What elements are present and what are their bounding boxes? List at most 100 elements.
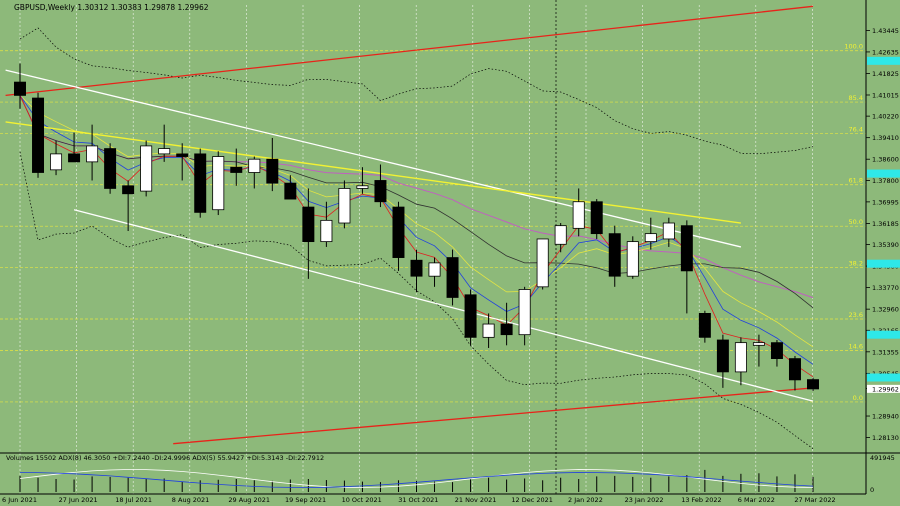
cyan-price-marker: [867, 259, 900, 268]
ma-yellow: [19, 95, 814, 348]
date-label: 29 Aug 2021: [228, 496, 270, 504]
cyan-price-marker: [867, 373, 900, 382]
candle-body: [86, 145, 99, 163]
fib-label: 23.6: [849, 311, 863, 319]
candle-body: [14, 81, 26, 96]
fib-label: 0.0: [853, 394, 863, 402]
candle-body: [482, 323, 495, 338]
fib-label: 76.4: [849, 126, 863, 134]
fib-label: 38.2: [849, 260, 863, 268]
yellow-trendline: [5, 121, 742, 224]
candle-body: [500, 323, 513, 336]
price-axis: 1.43445 1.42635 1.41825 1.41015 1.40220 1.394…: [866, 27, 900, 442]
price-label: 1.41015: [872, 91, 899, 99]
indicator-label: Volumes 15502 ADX(8) 46.3050 +DI:7.2440 …: [6, 454, 324, 462]
price-label: 1.33770: [872, 284, 899, 292]
cyan-price-marker: [867, 330, 900, 339]
candle-body: [68, 153, 81, 163]
candle-body: [770, 342, 783, 360]
candle-body: [356, 185, 369, 189]
candle-body: [284, 182, 297, 200]
date-label: 27 Mar 2022: [794, 496, 835, 504]
candle-body: [212, 156, 225, 211]
date-label: 18 Jul 2021: [115, 496, 152, 504]
price-label: 1.28940: [872, 413, 899, 421]
candle-body: [446, 257, 459, 298]
fib-label: 61.8: [849, 177, 863, 185]
candle-body: [428, 262, 441, 277]
candle-body: [554, 225, 567, 245]
price-label: 1.43445: [872, 27, 899, 35]
date-label: 21 Nov 2021: [455, 496, 497, 504]
price-label: 1.31355: [872, 348, 899, 356]
candle-body: [176, 153, 189, 157]
date-label: 13 Feb 2022: [681, 496, 721, 504]
candle-body: [50, 153, 63, 171]
candle-body: [590, 201, 603, 235]
candle-body: [230, 166, 243, 173]
bollinger-upper: [19, 27, 814, 155]
candle-body: [734, 342, 747, 373]
red-channel-upper: [5, 5, 814, 97]
candle-body: [807, 379, 819, 390]
date-label: 19 Sep 2021: [285, 496, 326, 504]
candle-body: [122, 185, 135, 195]
price-label: 1.42635: [872, 48, 899, 56]
fib-label: 50.0: [849, 218, 863, 226]
bollinger-bands: [19, 27, 814, 449]
current-price-marker: [867, 384, 900, 393]
white-channel-lower: [73, 209, 814, 402]
candle-body: [248, 158, 261, 173]
white-channel-upper: [5, 69, 742, 248]
cyan-price-marker: [867, 169, 900, 178]
date-label: 31 Oct 2021: [398, 496, 438, 504]
trend-channels: [5, 5, 814, 445]
current-price-label: 1.29962: [872, 385, 899, 393]
candle-body: [464, 294, 477, 338]
price-label: 1.39410: [872, 134, 899, 142]
candle-body: [140, 145, 153, 192]
candle-body: [518, 289, 531, 336]
price-label: 1.28130: [872, 434, 899, 442]
candle-body: [698, 313, 711, 338]
indicator-tick: 491945: [870, 454, 895, 462]
candle-body: [716, 339, 729, 373]
price-label: 1.38600: [872, 156, 899, 164]
price-label: 1.41825: [872, 70, 899, 78]
candle-body: [320, 219, 333, 243]
chart-title: GBPUSD,Weekly 1.30312 1.30383 1.29878 1.…: [14, 3, 209, 12]
fib-label: 85.4: [849, 94, 863, 102]
fib-label: 14.6: [849, 343, 863, 351]
date-label: 12 Dec 2021: [511, 496, 553, 504]
time-axis: 6 Jun 2021 27 Jun 2021 18 Jul 2021 8 Aug 20…: [2, 496, 836, 504]
vertical-grid: [19, 0, 813, 494]
candle-body: [392, 206, 405, 258]
cyan-price-marker: [867, 56, 900, 65]
candle-body: [104, 148, 117, 189]
date-label: 6 Mar 2022: [738, 496, 775, 504]
indicator-tick: 0: [870, 486, 874, 494]
candle-body: [266, 158, 279, 184]
date-label: 6 Jun 2021: [2, 496, 37, 504]
candle-body: [536, 238, 549, 288]
candle-body: [32, 97, 45, 173]
candle-body: [194, 153, 207, 213]
price-label: 1.35390: [872, 241, 899, 249]
price-label: 1.36995: [872, 198, 899, 206]
candles: [14, 63, 819, 392]
indicator-pane: 491945 0: [19, 454, 895, 494]
di-line: [19, 472, 814, 488]
price-label: 1.32960: [872, 306, 899, 314]
price-label: 1.36185: [872, 220, 899, 228]
candle-body: [572, 201, 585, 229]
candle-body: [680, 225, 693, 272]
candle-body: [788, 358, 801, 381]
date-label: 27 Jun 2021: [59, 496, 98, 504]
candle-body: [752, 342, 765, 346]
candle-body: [338, 188, 351, 224]
date-label: 10 Oct 2021: [342, 496, 382, 504]
price-label: 1.37800: [872, 177, 899, 185]
candle-body: [608, 233, 621, 277]
